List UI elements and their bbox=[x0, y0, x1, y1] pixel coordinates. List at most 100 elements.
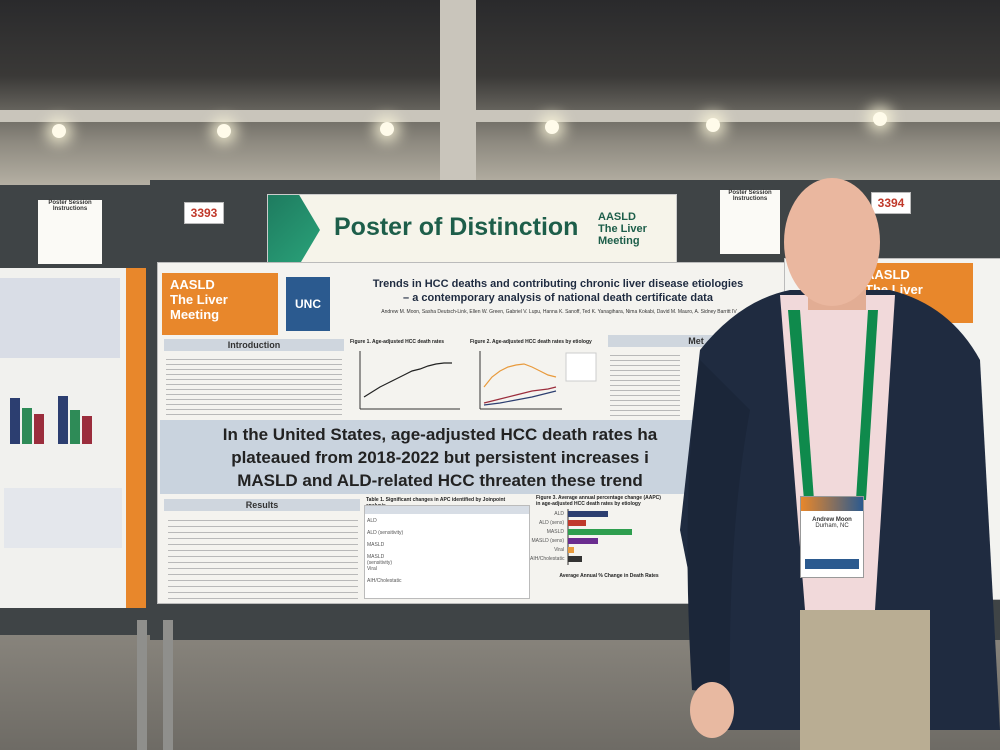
left-poster-bar bbox=[22, 408, 32, 444]
figure3-bar-ald-sens bbox=[568, 520, 586, 526]
figure3-bar-masld-sens bbox=[568, 538, 598, 544]
figure1-chart bbox=[359, 351, 460, 410]
aasld-logo-line1: AASLD bbox=[170, 277, 215, 292]
table1-row-masld: MASLD bbox=[367, 542, 385, 548]
aasld-logo: AASLD The Liver Meeting bbox=[162, 273, 278, 335]
unc-logo-text: UNC bbox=[295, 297, 321, 311]
figure1-title: Figure 1. Age-adjusted HCC death rates bbox=[350, 339, 444, 345]
figure2-title: Figure 2. Age-adjusted HCC death rates b… bbox=[470, 339, 592, 345]
board-number-right: 3394 bbox=[871, 192, 911, 214]
poster-title-line1: Trends in HCC deaths and contributing ch… bbox=[372, 278, 744, 290]
board-number-left: 3393 bbox=[184, 202, 224, 224]
ceiling bbox=[0, 0, 1000, 190]
badge-location: Durham, NC bbox=[815, 523, 849, 529]
figure3-title: Figure 3. Average annual percentage chan… bbox=[536, 495, 661, 507]
instruction-sign: Poster Session Instructions bbox=[38, 200, 102, 264]
table1-row-aih: AIH/Cholestatic bbox=[367, 578, 402, 584]
table1: ALD ALD (sensitivity) MASLD MASLD (sensi… bbox=[364, 505, 530, 599]
table1-row-viral: Viral bbox=[367, 566, 377, 572]
banner-brand-line3: Meeting bbox=[598, 235, 640, 247]
headline-line1: In the United States, age-adjusted HCC d… bbox=[222, 425, 658, 444]
figure3-bar-ald bbox=[568, 511, 608, 517]
left-poster-table bbox=[4, 488, 122, 548]
figure3-chart bbox=[567, 509, 632, 565]
left-poster-bar bbox=[70, 410, 80, 444]
ceiling-light bbox=[545, 120, 559, 134]
figure1-line bbox=[363, 362, 452, 398]
poster-of-distinction-banner: Poster of Distinction AASLD The Liver Me… bbox=[267, 194, 677, 266]
figure3-xlabel: Average Annual % Change in Death Rates bbox=[559, 573, 659, 579]
neighbor-logo-line1: AASLD bbox=[865, 267, 910, 282]
figure3-label-ald: ALD bbox=[554, 511, 564, 517]
badge-header bbox=[801, 497, 863, 511]
banner-title: Poster of Distinction bbox=[334, 213, 579, 241]
left-poster-bar bbox=[10, 398, 20, 444]
banner-brand: AASLD The Liver Meeting bbox=[598, 211, 647, 247]
board-leg bbox=[163, 620, 173, 750]
ceiling-light bbox=[706, 118, 720, 132]
methods-text-block bbox=[610, 351, 680, 417]
table1-row-labels: ALD ALD (sensitivity) MASLD MASLD (sensi… bbox=[367, 518, 407, 590]
headline-line3: MASLD and ALD-related HCC threaten these… bbox=[237, 471, 643, 490]
ceiling-light bbox=[217, 124, 231, 138]
ceiling-beam bbox=[0, 110, 1000, 122]
left-hand bbox=[690, 682, 734, 738]
poster-title: Trends in HCC deaths and contributing ch… bbox=[338, 277, 778, 305]
figure3-bar-viral bbox=[568, 547, 574, 553]
figure2-line-masld bbox=[483, 390, 557, 406]
figure3-label-viral: Viral bbox=[554, 547, 564, 553]
table1-row-masld-sens: MASLD (sensitivity) bbox=[367, 554, 393, 566]
results-heading: Results bbox=[164, 499, 360, 511]
introduction-text-block bbox=[166, 355, 342, 417]
banner-brand-line2: The Liver bbox=[598, 223, 647, 235]
attendee-badge: Andrew Moon Durham, NC bbox=[800, 496, 864, 578]
figure3-bar-aih bbox=[568, 556, 582, 562]
aasld-logo-line3: Meeting bbox=[170, 307, 220, 322]
headline-line2: plateaued from 2018-2022 but persistent … bbox=[231, 448, 649, 467]
figure3-label-masld: MASLD bbox=[546, 529, 564, 535]
figure2-chart bbox=[479, 351, 597, 410]
figure2-line-viral bbox=[483, 363, 557, 388]
left-poster-bar bbox=[34, 414, 44, 444]
badge-footer bbox=[805, 559, 859, 569]
left-poster-bar bbox=[58, 396, 68, 444]
figure2-legend bbox=[565, 352, 597, 382]
figure3-labels: ALD ALD (sens) MASLD MASLD (sens) Viral … bbox=[530, 511, 564, 565]
figure2-line-ald bbox=[483, 386, 557, 404]
left-poster-bar bbox=[82, 416, 92, 444]
poster-authors: Andrew M. Moon, Sasha Deutsch-Link, Elle… bbox=[381, 309, 737, 315]
results-text-block bbox=[168, 515, 358, 599]
lanyard bbox=[856, 310, 878, 500]
ceiling-beam bbox=[440, 0, 476, 190]
table1-row-ald: ALD bbox=[367, 518, 377, 524]
instruction-sign-right: Poster Session Instructions bbox=[720, 190, 780, 254]
presenter-person bbox=[680, 178, 1000, 750]
headline-band bbox=[160, 420, 784, 494]
ceiling-light bbox=[873, 112, 887, 126]
introduction-heading: Introduction bbox=[164, 339, 344, 351]
badge-name: Andrew Moon bbox=[812, 517, 852, 523]
figure3-label-masld-sens: MASLD (sens) bbox=[531, 538, 564, 544]
figure3-label-ald-sens: ALD (sens) bbox=[538, 520, 564, 526]
aasld-logo-line2: The Liver bbox=[170, 292, 228, 307]
board-leg bbox=[137, 620, 147, 750]
instruction-sign-text: Poster Session Instructions bbox=[48, 200, 92, 212]
trousers bbox=[800, 610, 930, 750]
table1-row-ald-sens: ALD (sensitivity) bbox=[367, 530, 404, 536]
left-poster-header bbox=[0, 278, 120, 358]
poster-headline: In the United States, age-adjusted HCC d… bbox=[180, 423, 700, 492]
banner-brand-line1: AASLD bbox=[598, 211, 636, 223]
instruction-sign-right-text: Poster Session Instructions bbox=[728, 190, 772, 202]
table1-header-row bbox=[365, 506, 529, 514]
unc-logo: UNC bbox=[286, 277, 330, 331]
lanyard bbox=[788, 310, 814, 500]
figure3-bar-masld bbox=[568, 529, 632, 535]
ceiling-light bbox=[380, 122, 394, 136]
poster-title-line2: – a contemporary analysis of national de… bbox=[403, 292, 713, 304]
left-poster bbox=[0, 268, 146, 608]
figure3-label-aih: AIH/Cholestatic bbox=[530, 556, 565, 562]
left-arm bbox=[687, 360, 750, 695]
left-poster-stripe bbox=[126, 268, 146, 608]
head bbox=[784, 178, 880, 306]
chevron-logo-icon bbox=[268, 195, 320, 265]
